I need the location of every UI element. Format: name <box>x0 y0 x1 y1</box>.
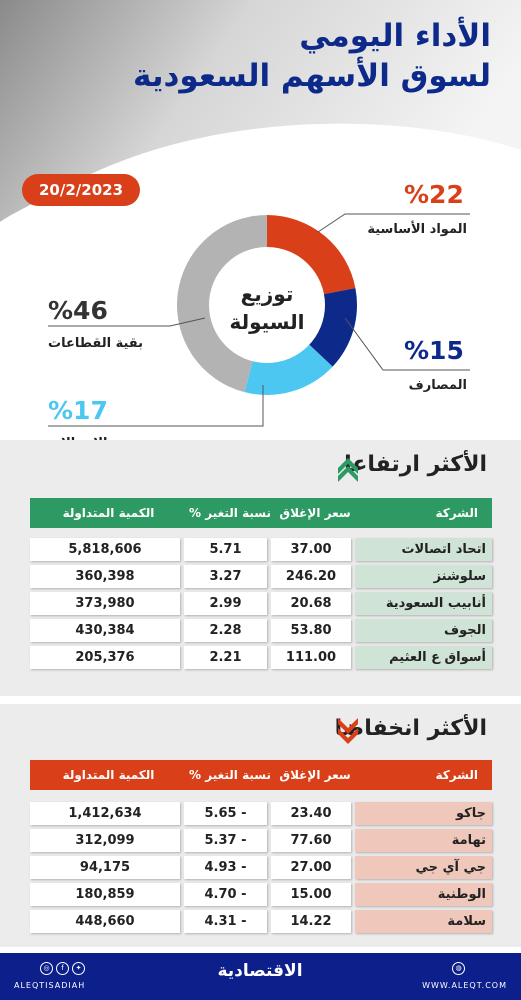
table-row: تهامة 77.60 5.37 - 312,099 <box>30 829 492 852</box>
table-row: الوطنية 15.00 4.70 - 180,859 <box>30 883 492 906</box>
liquidity-donut-chart <box>177 215 357 395</box>
cell-close: 23.40 <box>271 802 351 825</box>
social-icons: ◎ f ✦ <box>40 962 85 975</box>
page-title-line1: الأداء اليومي <box>299 18 491 54</box>
gainers-title: الأكثر ارتفاعا <box>344 452 487 477</box>
table-row: جي آي جي 27.00 4.93 - 94,175 <box>30 856 492 879</box>
social-handle: ALEQTISADIAH <box>14 981 86 990</box>
segment-label-materials: المواد الأساسية <box>367 222 467 237</box>
cell-volume: 205,376 <box>30 646 180 669</box>
footer: ◎ f ✦ ALEQTISADIAH الاقتصادية ◍ WWW.ALEQ… <box>0 953 521 1000</box>
donut-center-label: توزيع السيولة <box>212 280 322 336</box>
cell-company: تهامة <box>355 829 492 852</box>
cell-volume: 360,398 <box>30 565 180 588</box>
cell-close: 53.80 <box>271 619 351 642</box>
cell-company: اتحاد اتصالات <box>355 538 492 561</box>
cell-change: 4.31 - <box>184 910 267 933</box>
donut-center-line1: توزيع <box>240 282 294 306</box>
col-volume: الكمية المتداولة <box>62 506 155 520</box>
cell-volume: 448,660 <box>30 910 180 933</box>
cell-volume: 312,099 <box>30 829 180 852</box>
brand-logo: الاقتصادية <box>217 961 303 981</box>
table-row: سلامة 14.22 4.31 - 448,660 <box>30 910 492 933</box>
segment-value-telecom: %17 <box>48 396 108 425</box>
table-row: أنابيب السعودية 20.68 2.99 373,980 <box>30 592 492 615</box>
segment-label-banks: المصارف <box>408 378 467 393</box>
cell-change: 5.65 - <box>184 802 267 825</box>
col-change: نسبة التغير % <box>189 506 271 520</box>
cell-change: 5.37 - <box>184 829 267 852</box>
cell-change: 2.99 <box>184 592 267 615</box>
gainers-table-header: الشركة سعر الإغلاق نسبة التغير % الكمية … <box>30 498 492 528</box>
cell-close: 20.68 <box>271 592 351 615</box>
cell-volume: 1,412,634 <box>30 802 180 825</box>
col-close: سعر الإغلاق <box>279 768 351 782</box>
segment-value-materials: %22 <box>404 180 464 209</box>
cell-change: 2.28 <box>184 619 267 642</box>
globe-icon: ◍ <box>452 962 465 975</box>
col-change: نسبة التغير % <box>189 768 271 782</box>
cell-close: 77.60 <box>271 829 351 852</box>
segment-value-banks: %15 <box>404 336 464 365</box>
col-company: الشركة <box>435 506 478 520</box>
cell-volume: 373,980 <box>30 592 180 615</box>
cell-close: 14.22 <box>271 910 351 933</box>
cell-close: 111.00 <box>271 646 351 669</box>
cell-company: جي آي جي <box>355 856 492 879</box>
cell-company: جاكو <box>355 802 492 825</box>
losers-table-header: الشركة سعر الإغلاق نسبة التغير % الكمية … <box>30 760 492 790</box>
col-company: الشركة <box>435 768 478 782</box>
cell-change: 4.93 - <box>184 856 267 879</box>
table-row: الجوف 53.80 2.28 430,384 <box>30 619 492 642</box>
cell-company: أسواق ع العثيم <box>355 646 492 669</box>
facebook-icon[interactable]: f <box>56 962 69 975</box>
header: الأداء اليومي لسوق الأسهم السعودية 20/2/… <box>0 0 521 451</box>
cell-company: الوطنية <box>355 883 492 906</box>
cell-close: 27.00 <box>271 856 351 879</box>
table-row: أسواق ع العثيم 111.00 2.21 205,376 <box>30 646 492 669</box>
cell-company: الجوف <box>355 619 492 642</box>
table-row: سلوشنز 246.20 3.27 360,398 <box>30 565 492 588</box>
instagram-icon[interactable]: ◎ <box>40 962 53 975</box>
col-close: سعر الإغلاق <box>279 506 351 520</box>
cell-change: 4.70 - <box>184 883 267 906</box>
cell-change: 3.27 <box>184 565 267 588</box>
cell-change: 5.71 <box>184 538 267 561</box>
gainers-section: الأكثر ارتفاعا الشركة سعر الإغلاق نسبة ا… <box>0 440 521 696</box>
leader-lines <box>48 213 470 427</box>
losers-title: الأكثر انخفاضا <box>334 716 487 741</box>
cell-close: 246.20 <box>271 565 351 588</box>
cell-close: 37.00 <box>271 538 351 561</box>
cell-change: 2.21 <box>184 646 267 669</box>
losers-section: الأكثر انخفاضا الشركة سعر الإغلاق نسبة ا… <box>0 704 521 947</box>
cell-close: 15.00 <box>271 883 351 906</box>
segment-value-others: %46 <box>48 296 108 325</box>
cell-volume: 5,818,606 <box>30 538 180 561</box>
cell-volume: 94,175 <box>30 856 180 879</box>
col-volume: الكمية المتداولة <box>62 768 155 782</box>
cell-volume: 430,384 <box>30 619 180 642</box>
page-title-line2: لسوق الأسهم السعودية <box>133 58 491 94</box>
cell-company: سلوشنز <box>355 565 492 588</box>
cell-company: أنابيب السعودية <box>355 592 492 615</box>
website-link[interactable]: WWW.ALEQT.COM <box>422 981 507 990</box>
segment-label-others: بقية القطاعات <box>48 336 144 351</box>
double-chevron-up-icon <box>338 458 358 482</box>
table-row: جاكو 23.40 5.65 - 1,412,634 <box>30 802 492 825</box>
table-row: اتحاد اتصالات 37.00 5.71 5,818,606 <box>30 538 492 561</box>
cell-volume: 180,859 <box>30 883 180 906</box>
cell-company: سلامة <box>355 910 492 933</box>
date-badge: 20/2/2023 <box>22 174 140 206</box>
twitter-icon[interactable]: ✦ <box>72 962 85 975</box>
double-chevron-down-icon <box>338 718 358 744</box>
donut-center-line2: السيولة <box>229 310 305 334</box>
